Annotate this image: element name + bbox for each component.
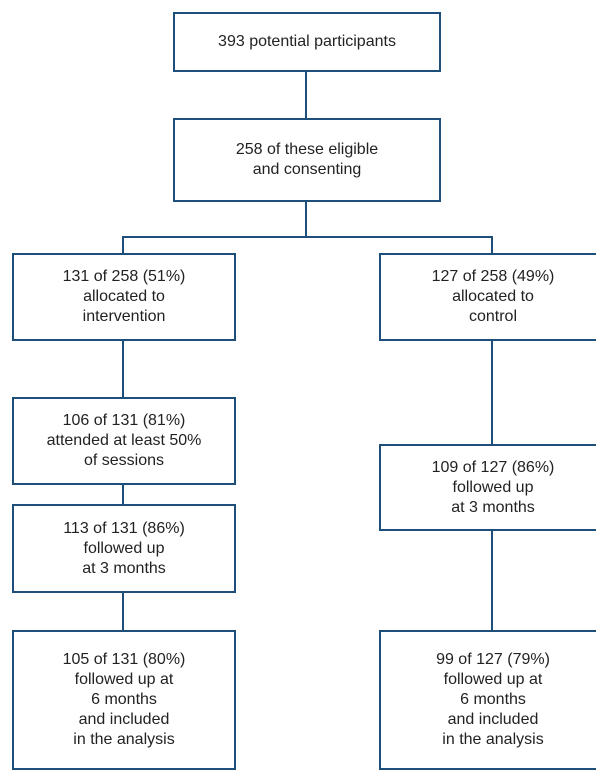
box-text-line: 131 of 258 (51%) <box>62 268 186 285</box>
box-text-line: 127 of 258 (49%) <box>431 268 555 285</box>
intervention-allocation-box: 131 of 258 (51%) allocated to intervention <box>12 253 236 341</box>
connector-control-3m-6m <box>491 529 493 631</box>
connector-split-intervention <box>122 236 124 254</box>
connector-split-horizontal <box>122 236 493 238</box>
box-text-line: followed up <box>83 539 165 557</box>
connector-attended-3m <box>122 484 124 505</box>
intervention-3-month-followup-box: 113 of 131 (86%) followed up at 3 months <box>12 504 236 593</box>
connector-eligible-split <box>305 200 307 237</box>
box-text-line: 6 months <box>460 691 526 708</box>
box-text-line: of sessions <box>83 452 165 469</box>
box-text-line: 106 of 131 (81%) <box>62 412 186 429</box>
eligible-consenting-box: 258 of these eligible and consenting <box>173 118 441 202</box>
box-text-line: 6 months <box>91 691 157 708</box>
connector-split-control <box>491 236 493 254</box>
box-text-line: 99 of 127 (79%) <box>436 651 550 668</box>
potential-participants-box: 393 potential participants <box>173 12 441 72</box>
box-text-line: intervention <box>82 308 166 325</box>
box-text-line: and included <box>78 711 170 728</box>
box-text-line: and consenting <box>252 161 362 178</box>
box-text-line: at 3 months <box>82 559 166 577</box>
connector-potential-eligible <box>305 70 307 120</box>
box-text-line: 105 of 131 (80%) <box>62 651 186 668</box>
box-text-line: in the analysis <box>73 731 175 748</box>
box-text-line: followed up at <box>74 671 174 688</box>
box-text-line: in the analysis <box>442 731 544 748</box>
intervention-6-month-analysis-box: 105 of 131 (80%) followed up at 6 months an… <box>12 630 236 770</box>
box-text-line: 258 of these eligible <box>235 141 379 158</box>
box-text-line: attended at least 50% <box>46 432 202 449</box>
box-text-line: control <box>468 308 518 325</box>
box-text-line: and included <box>447 711 539 728</box>
box-text-line: 109 of 127 (86%) <box>431 458 555 476</box>
box-text-line: allocated to <box>452 288 534 305</box>
control-6-month-analysis-box: 99 of 127 (79%) followed up at 6 months and… <box>379 630 596 770</box>
box-text-line: at 3 months <box>451 498 535 516</box>
box-text-line: 113 of 131 (86%) <box>63 519 185 537</box>
control-allocation-box: 127 of 258 (49%) allocated to control <box>379 253 596 341</box>
connector-intervention-attended <box>122 339 124 398</box>
control-3-month-followup-box: 109 of 127 (86%) followed up at 3 months <box>379 444 596 531</box>
box-text-line: followed up at <box>443 671 543 688</box>
box-text-line: 393 potential participants <box>218 33 396 50</box>
connector-control-alloc-3m <box>491 339 493 445</box>
box-text-line: allocated to <box>83 288 165 305</box>
connector-intervention-3m-6m <box>122 591 124 631</box>
intervention-attended-box: 106 of 131 (81%) attended at least 50% of … <box>12 397 236 485</box>
box-text-line: followed up <box>452 478 534 496</box>
